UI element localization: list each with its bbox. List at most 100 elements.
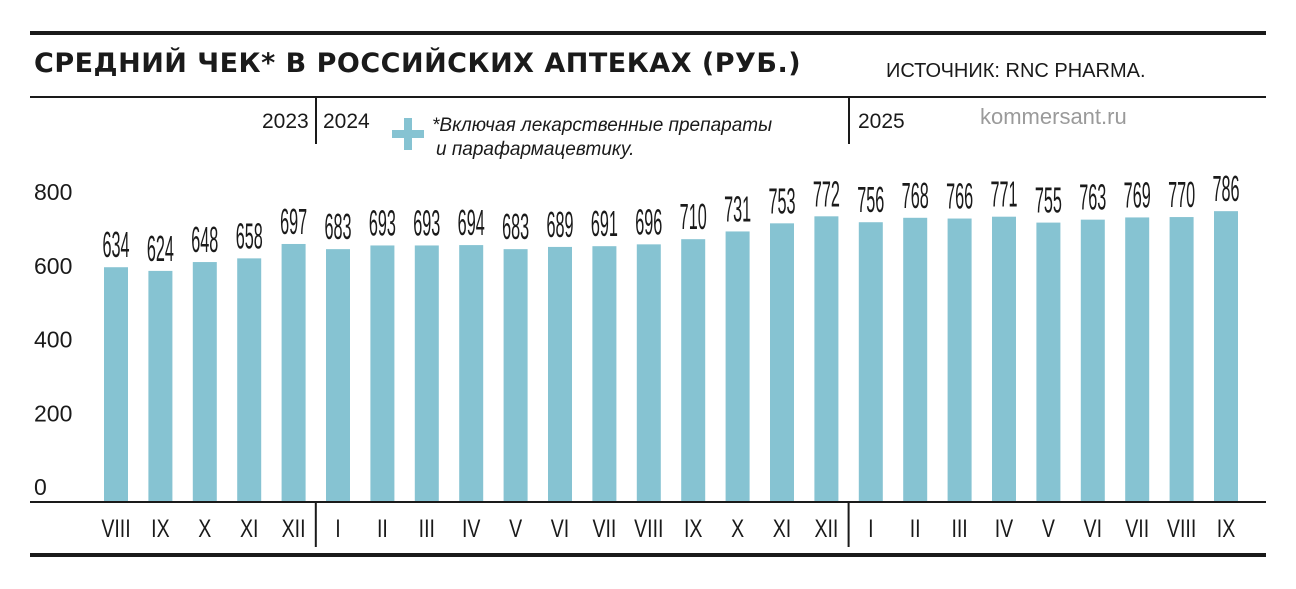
bar-value-label: 771: [990, 173, 1017, 214]
x-tick-label: III: [951, 515, 967, 543]
bar-value-label: 696: [635, 201, 662, 242]
bar-value-label: 763: [1079, 176, 1106, 217]
watermark: kommersant.ru: [980, 104, 1127, 129]
x-tick-label: IX: [1217, 515, 1235, 543]
bar: [681, 239, 706, 501]
x-tick-label: XII: [282, 515, 306, 543]
bar-value-label: 689: [546, 203, 573, 244]
bar-value-label: 769: [1124, 174, 1151, 215]
bar: [503, 249, 528, 501]
bar: [148, 270, 173, 501]
bar: [548, 246, 572, 501]
bar-value-label: 756: [857, 179, 884, 220]
header-rule: [30, 96, 1266, 98]
year-divider-2024: [315, 98, 317, 144]
bar-value-label: 683: [502, 206, 529, 247]
bar-value-label: 693: [413, 202, 440, 243]
y-tick-label: 600: [34, 253, 72, 279]
chart-title: СРЕДНИЙ ЧЕК* В РОССИЙСКИХ АПТЕКАХ (РУБ.): [34, 48, 802, 79]
x-axis-line: [30, 501, 1266, 503]
x-tick-label: VII: [592, 515, 616, 543]
year-label-2025: 2025: [858, 110, 905, 133]
x-tick-label: VIII: [634, 515, 663, 543]
x-tick-label: II: [910, 515, 921, 543]
bar: [1214, 211, 1238, 501]
bar-value-label: 755: [1035, 179, 1062, 220]
x-tick-label: XII: [814, 515, 838, 543]
bar-value-label: 753: [768, 180, 795, 221]
x-tick-label: VI: [1084, 515, 1102, 543]
bar: [1169, 217, 1194, 501]
top-rule: [30, 31, 1266, 35]
y-tick-label: 0: [34, 474, 47, 500]
bottom-rule: [30, 553, 1266, 557]
x-axis-year-divider: [314, 501, 317, 547]
bar-value-label: 634: [102, 224, 129, 265]
y-tick-label: 800: [34, 179, 72, 205]
bar: [104, 267, 128, 501]
bar: [326, 249, 350, 501]
bar: [725, 231, 750, 501]
bar: [281, 243, 306, 501]
x-axis-year-divider: [847, 501, 850, 547]
bar: [858, 222, 883, 501]
x-tick-label: III: [419, 515, 435, 543]
y-tick-label: 200: [34, 400, 72, 426]
bar: [992, 216, 1016, 501]
bar: [370, 245, 395, 501]
x-tick-label: X: [731, 515, 744, 543]
bar-value-label: 624: [147, 227, 174, 268]
bar: [636, 244, 661, 501]
bar-value-label: 648: [191, 218, 218, 259]
bar: [814, 216, 839, 501]
bar: [192, 262, 217, 501]
bar-value-label: 691: [591, 203, 618, 244]
bar: [947, 218, 972, 501]
bar-value-label: 770: [1168, 173, 1195, 214]
bar: [592, 246, 617, 501]
year-label-2024: 2024: [323, 110, 370, 133]
bar-value-label: 710: [680, 196, 707, 237]
bar-value-label: 766: [946, 175, 973, 216]
x-tick-label: IX: [684, 515, 702, 543]
x-tick-label: IX: [151, 515, 169, 543]
bar: [903, 217, 928, 502]
footnote-line-2: и парафармацевтику.: [436, 139, 635, 160]
bar-value-label: 697: [280, 200, 307, 241]
x-tick-label: IV: [462, 515, 480, 543]
year-label-2023: 2023: [262, 110, 309, 133]
footnote: *Включая лекарственные препараты и параф…: [432, 114, 772, 162]
bar: [1036, 222, 1061, 501]
bar-value-label: 768: [902, 174, 929, 215]
bar-value-label: 731: [724, 188, 751, 229]
bar-value-label: 693: [369, 202, 396, 243]
bar-value-label: 694: [458, 201, 485, 242]
bar-value-label: 772: [813, 173, 840, 214]
x-tick-label: XI: [773, 515, 791, 543]
bar: [459, 245, 484, 501]
footnote-line-1: *Включая лекарственные препараты: [432, 115, 773, 136]
bar-value-label: 786: [1212, 168, 1239, 209]
bar: [237, 258, 262, 501]
x-tick-label: VII: [1125, 515, 1149, 543]
x-tick-label: IV: [995, 515, 1013, 543]
x-tick-label: I: [335, 515, 340, 543]
source-label: ИСТОЧНИК: RNC PHARMA.: [886, 60, 1146, 82]
bar: [1125, 217, 1150, 501]
plus-icon: [392, 118, 424, 150]
y-tick-label: 400: [34, 327, 72, 353]
bar: [1080, 219, 1105, 502]
bar-value-label: 683: [324, 206, 351, 247]
bar: [414, 245, 439, 501]
x-tick-label: VIII: [1167, 515, 1196, 543]
x-tick-label: I: [868, 515, 873, 543]
year-divider-2025: [848, 98, 850, 144]
bar: [770, 223, 794, 502]
x-tick-label: VIII: [101, 515, 130, 543]
x-tick-label: V: [509, 515, 522, 543]
x-tick-label: X: [198, 515, 211, 543]
x-tick-label: V: [1042, 515, 1055, 543]
x-tick-label: VI: [551, 515, 569, 543]
x-tick-label: II: [377, 515, 388, 543]
